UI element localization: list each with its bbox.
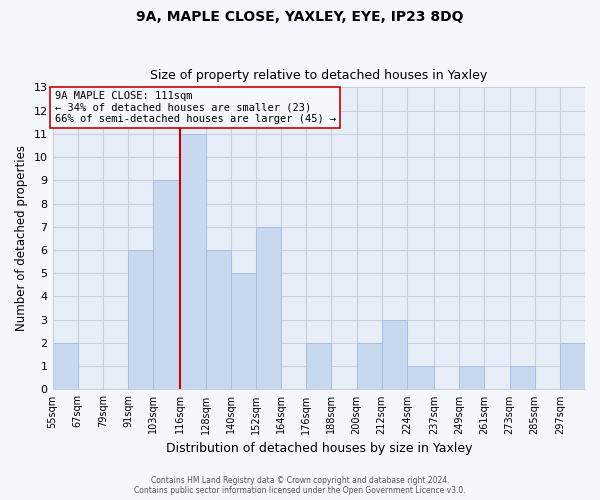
- Bar: [206, 250, 231, 390]
- Bar: [407, 366, 434, 390]
- Bar: [153, 180, 181, 390]
- Bar: [560, 343, 585, 390]
- Text: Contains HM Land Registry data © Crown copyright and database right 2024.
Contai: Contains HM Land Registry data © Crown c…: [134, 476, 466, 495]
- Text: 9A, MAPLE CLOSE, YAXLEY, EYE, IP23 8DQ: 9A, MAPLE CLOSE, YAXLEY, EYE, IP23 8DQ: [136, 10, 464, 24]
- Title: Size of property relative to detached houses in Yaxley: Size of property relative to detached ho…: [150, 69, 487, 82]
- Bar: [509, 366, 535, 390]
- Text: 9A MAPLE CLOSE: 111sqm
← 34% of detached houses are smaller (23)
66% of semi-det: 9A MAPLE CLOSE: 111sqm ← 34% of detached…: [55, 91, 336, 124]
- X-axis label: Distribution of detached houses by size in Yaxley: Distribution of detached houses by size …: [166, 442, 472, 455]
- Bar: [256, 227, 281, 390]
- Bar: [181, 134, 206, 390]
- Y-axis label: Number of detached properties: Number of detached properties: [15, 146, 28, 332]
- Bar: [306, 343, 331, 390]
- Bar: [53, 343, 77, 390]
- Bar: [231, 273, 256, 390]
- Bar: [459, 366, 484, 390]
- Bar: [382, 320, 407, 390]
- Bar: [356, 343, 382, 390]
- Bar: [128, 250, 153, 390]
